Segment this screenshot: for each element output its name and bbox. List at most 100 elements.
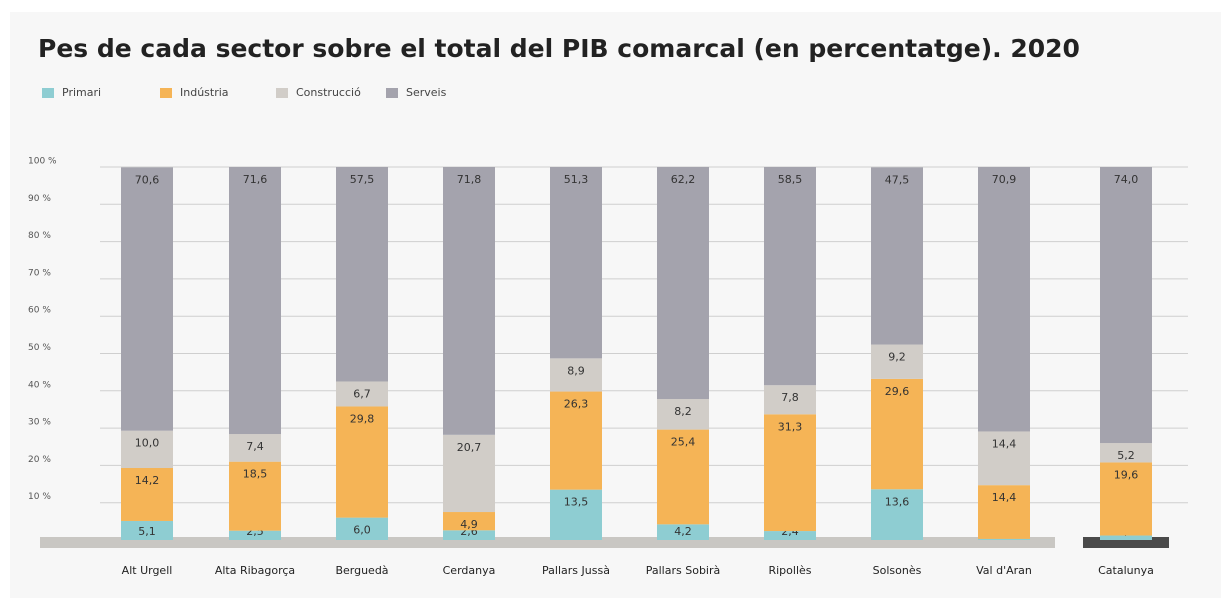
bar-segment (336, 406, 388, 518)
bar-segment (1100, 462, 1152, 536)
value-label: 14,4 (992, 491, 1017, 504)
legend-swatch (276, 88, 288, 98)
bar-segment (550, 489, 602, 540)
y-tick-label: 40 % (28, 380, 51, 390)
value-label: 20,7 (457, 441, 482, 454)
bar-segment (871, 489, 923, 540)
bar-segment (657, 524, 709, 540)
y-tick-label: 30 % (28, 418, 51, 428)
value-label: 7,8 (781, 391, 799, 404)
value-label: 13,5 (564, 496, 589, 509)
bar-segment (978, 431, 1030, 486)
bar-segment (121, 167, 173, 431)
bar-segment (121, 520, 173, 540)
y-tick-label: 80 % (28, 231, 51, 241)
bar-segment (121, 430, 173, 469)
value-label: 71,6 (243, 173, 268, 186)
y-tick-label: 70 % (28, 268, 51, 278)
panel (10, 12, 1221, 598)
legend-label: Construcció (296, 86, 361, 99)
y-tick-label: 100 % (28, 157, 57, 167)
value-label: 6,7 (353, 387, 371, 400)
value-label: 62,2 (671, 173, 696, 186)
bar-segment (871, 167, 923, 345)
value-label: 18,5 (243, 468, 268, 481)
baseline-total (1083, 537, 1169, 548)
bar-segment (336, 517, 388, 540)
bar-segment (443, 530, 495, 540)
bar-segment (1100, 535, 1152, 540)
value-label: 19,6 (1114, 468, 1139, 481)
x-tick-label: Pallars Jussà (542, 564, 610, 577)
x-tick-label: Alt Urgell (122, 564, 173, 577)
bar-segment (764, 167, 816, 386)
x-tick-label: Val d'Aran (976, 564, 1032, 577)
bar-segment (550, 167, 602, 359)
legend-label: Serveis (406, 86, 447, 99)
value-label: 13,6 (885, 495, 910, 508)
value-label: 58,5 (778, 173, 803, 186)
value-label: 70,6 (135, 173, 160, 186)
bar-segment (871, 378, 923, 490)
value-label: 51,3 (564, 173, 589, 186)
bar-segment (1100, 167, 1152, 444)
bar-segment (1100, 443, 1152, 463)
bar-segment (764, 414, 816, 532)
bar-segment (443, 167, 495, 435)
value-label: 7,4 (246, 440, 264, 453)
bar-segment (336, 381, 388, 407)
legend-label: Primari (62, 86, 101, 99)
y-tick-label: 90 % (28, 194, 51, 204)
bar-segment (978, 538, 1030, 540)
bar-segment (657, 167, 709, 400)
value-label: 6,0 (353, 524, 371, 537)
x-tick-label: Alta Ribagorça (215, 564, 295, 577)
value-label: 29,6 (885, 385, 910, 398)
y-tick-label: 20 % (28, 455, 51, 465)
value-label: 74,0 (1114, 173, 1139, 186)
legend-swatch (42, 88, 54, 98)
value-label: 4,9 (460, 518, 478, 531)
value-label: 71,8 (457, 173, 482, 186)
bar-segment (978, 485, 1030, 539)
value-label: 4,2 (674, 525, 692, 538)
x-tick-label: Cerdanya (443, 564, 496, 577)
x-tick-label: Ripollès (768, 564, 811, 577)
bar-segment (657, 429, 709, 525)
bar-segment (550, 358, 602, 392)
x-tick-label: Pallars Sobirà (646, 564, 721, 577)
value-label: 8,9 (567, 364, 585, 377)
bar-segment (229, 434, 281, 462)
legend-swatch (160, 88, 172, 98)
bar-segment (336, 167, 388, 382)
value-label: 5,2 (1117, 449, 1135, 462)
bar-segment (978, 167, 1030, 432)
bar-segment (229, 530, 281, 540)
bar-segment (229, 167, 281, 435)
legend-label: Indústria (180, 86, 229, 99)
y-tick-label: 50 % (28, 343, 51, 353)
baseline (40, 537, 1055, 548)
x-tick-label: Berguedà (335, 564, 388, 577)
value-label: 47,5 (885, 173, 910, 186)
value-label: 57,5 (350, 173, 375, 186)
bar-segment (871, 344, 923, 379)
bar-segment (764, 531, 816, 540)
bar-segment (657, 399, 709, 430)
value-label: 14,4 (992, 437, 1017, 450)
value-label: 31,3 (778, 420, 803, 433)
value-label: 14,2 (135, 474, 160, 487)
y-tick-label: 60 % (28, 306, 51, 316)
bar-segment (229, 461, 281, 531)
value-label: 10,0 (135, 437, 160, 450)
chart-title: Pes de cada sector sobre el total del PI… (38, 34, 1080, 63)
value-label: 70,9 (992, 173, 1017, 186)
x-tick-label: Catalunya (1098, 564, 1154, 577)
y-tick-label: 10 % (28, 492, 51, 502)
value-label: 9,2 (888, 351, 906, 364)
value-label: 29,8 (350, 412, 375, 425)
value-label: 25,4 (671, 436, 696, 449)
bar-segment (121, 468, 173, 521)
bar-segment (764, 385, 816, 415)
bar-segment (443, 434, 495, 513)
